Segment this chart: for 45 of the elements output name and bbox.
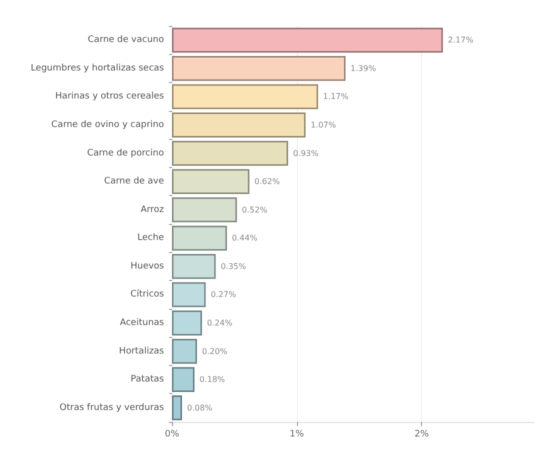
bar (172, 169, 250, 194)
x-tick-label: 1% (290, 430, 304, 440)
y-tick-label: Leche (137, 233, 164, 244)
x-tick-label: 0% (164, 430, 180, 440)
data-label: 0.93% (293, 148, 319, 158)
bar (172, 112, 306, 138)
data-label: 0.27% (210, 290, 237, 300)
bar (172, 282, 206, 308)
data-label: 0.20% (202, 346, 228, 356)
bar (172, 28, 443, 53)
bar (172, 56, 346, 81)
bar (172, 367, 194, 392)
data-label: 2.17% (448, 36, 474, 45)
data-label: 0.08% (186, 403, 213, 412)
data-label: 0.18% (199, 375, 226, 384)
y-tick-label: Otras frutas y verduras (60, 402, 164, 413)
bar (172, 338, 197, 364)
bar (172, 310, 202, 336)
y-tick-label: Carne de ovino y caprino (51, 120, 164, 130)
data-label: 0.62% (254, 177, 280, 186)
y-tick-label: Carne de ave (104, 176, 164, 187)
data-label: 1.17% (323, 92, 349, 102)
bar (172, 254, 216, 279)
data-label: 0.52% (242, 205, 268, 214)
y-tick-label: Patatas (130, 374, 164, 385)
x-tick-label: 2% (414, 430, 430, 440)
bar (172, 84, 318, 110)
bar (172, 140, 288, 166)
y-tick-label: Huevos (130, 261, 164, 272)
bar (172, 226, 227, 251)
y-tick-label: Harinas y otros cereales (55, 92, 164, 102)
y-tick-label: Carne de vacuno (88, 35, 164, 46)
y-tick-label: Legumbres y hortalizas secas (30, 63, 164, 74)
bar (172, 395, 182, 420)
data-label: 0.35% (220, 262, 246, 271)
data-label: 0.24% (206, 318, 233, 328)
y-tick-label: Arroz (140, 204, 164, 215)
data-label: 1.07% (310, 120, 336, 130)
y-tick-label: Aceitunas (120, 318, 164, 328)
y-tick-label: Cítricos (130, 288, 164, 300)
data-label: 1.39% (350, 64, 376, 73)
y-tick-label: Hortalizas (119, 346, 164, 356)
y-tick-label: Carne de porcino (87, 148, 164, 158)
bar (172, 197, 237, 222)
data-label: 0.44% (232, 234, 258, 243)
